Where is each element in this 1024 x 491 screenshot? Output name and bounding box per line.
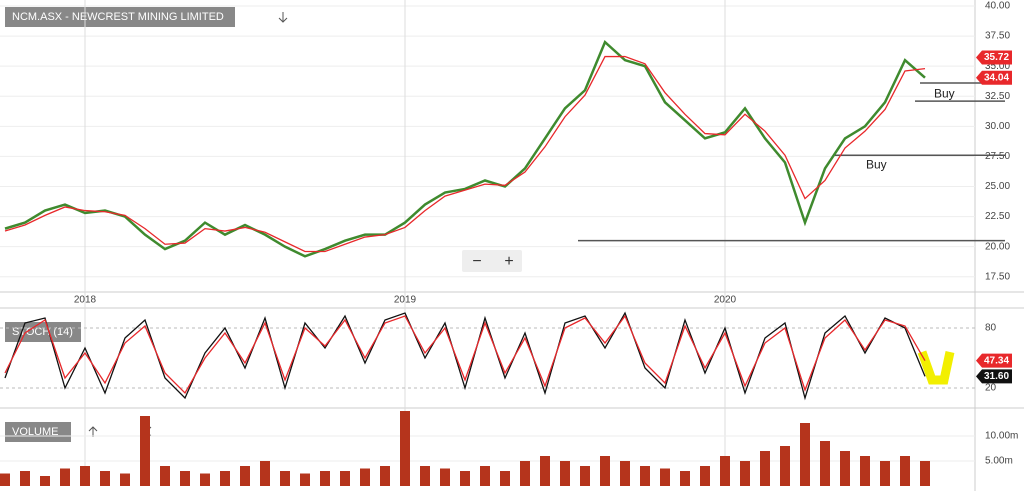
zoom-bar: [462, 250, 522, 272]
volume-bar: [880, 461, 890, 486]
volume-bar: [220, 471, 230, 486]
volume-bar: [460, 471, 470, 486]
volume-bar: [720, 456, 730, 486]
y-tick-label: 20.00: [985, 241, 1010, 252]
chart-title: NCM.ASX - NEWCREST MINING LIMITED: [12, 11, 224, 23]
series-line: [4, 40, 926, 258]
panel-title: STOCH (14): [12, 326, 73, 338]
volume-bar: [140, 416, 150, 486]
panel-headers: NCM.ASX - NEWCREST MINING LIMITED STOCH …: [5, 7, 522, 442]
volume-bar: [360, 468, 370, 486]
volume-bar: [380, 466, 390, 486]
volume-bar: [680, 471, 690, 486]
volume-bar: [300, 473, 310, 486]
move-up-icon[interactable]: [88, 426, 98, 437]
volume-bar: [520, 461, 530, 486]
volume-bar: [420, 466, 430, 486]
volume-bar: [600, 456, 610, 486]
volume-bar: [260, 461, 270, 486]
volume-bar: [500, 471, 510, 486]
volume-bar: [100, 471, 110, 486]
volume-bar: [60, 468, 70, 486]
y-tick-label: 80: [985, 323, 997, 334]
volume-bar: [440, 468, 450, 486]
series-line: [4, 314, 926, 395]
volume-bar: [160, 466, 170, 486]
x-tick-label: 2020: [714, 295, 737, 306]
y-tick-label: 37.50: [985, 31, 1010, 42]
volume-bar: [80, 466, 90, 486]
volume-bar: [560, 461, 570, 486]
price-tag-label: 34.04: [984, 72, 1009, 83]
x-tick-label: 2019: [394, 295, 417, 306]
price-tag-label: 47.34: [984, 355, 1009, 366]
price-tag: [976, 70, 1012, 85]
volume-bar: [700, 466, 710, 486]
volume-bar: [240, 466, 250, 486]
title-box: [5, 422, 71, 442]
zoom-in[interactable]: +: [504, 253, 513, 270]
volume-bar: [900, 456, 910, 486]
y-tick-label: 20: [985, 383, 997, 394]
zoom-out[interactable]: −: [472, 253, 481, 270]
volume-bar: [400, 411, 410, 486]
price-tag: [976, 369, 1012, 384]
y-tick-label: 22.50: [985, 211, 1010, 222]
volume-bar: [800, 423, 810, 486]
annotation: Buy: [866, 157, 887, 171]
volume-bar: [480, 466, 490, 486]
volume-bar: [860, 456, 870, 486]
y-tick-label: 10.00m: [985, 431, 1018, 442]
price-tag: [976, 353, 1012, 368]
volume-bar: [40, 476, 50, 486]
volume-bar: [660, 468, 670, 486]
panel-title: VOLUME: [12, 426, 58, 438]
volume-bar: [0, 473, 10, 486]
y-tick-label: 40.00: [985, 1, 1010, 12]
volume-bar: [120, 473, 130, 486]
volume-bar: [280, 471, 290, 486]
volume-bar: [640, 466, 650, 486]
y-tick-label: 35.00: [985, 61, 1010, 72]
volume-bar: [740, 461, 750, 486]
price-tag-label: 31.60: [984, 371, 1009, 382]
volume-bar: [780, 446, 790, 486]
y-tick-label: 25.00: [985, 181, 1010, 192]
volume-bar: [200, 473, 210, 486]
volume-bar: [580, 466, 590, 486]
volume-bar: [320, 471, 330, 486]
y-tick-label: 17.50: [985, 271, 1010, 282]
series-line: [4, 55, 926, 253]
price-tag: [976, 50, 1012, 65]
y-tick-label: 30.00: [985, 121, 1010, 132]
title-box: [5, 7, 235, 27]
volume-bar: [540, 456, 550, 486]
x-tick-label: 2018: [74, 295, 97, 306]
volume-bar: [20, 471, 30, 486]
volume-bar: [620, 461, 630, 486]
y-tick-label: 5.00m: [985, 456, 1013, 467]
y-tick-label: 27.50: [985, 151, 1010, 162]
annotation: Buy: [934, 86, 955, 100]
move-down-icon[interactable]: [278, 12, 288, 23]
volume-bar: [760, 451, 770, 486]
volume-bar: [340, 471, 350, 486]
volume-bar: [920, 461, 930, 486]
price-tag-label: 35.72: [984, 52, 1009, 63]
volume-bar: [840, 451, 850, 486]
volume-bar: [820, 441, 830, 486]
highlight: [917, 350, 955, 385]
y-tick-label: 32.50: [985, 91, 1010, 102]
volume-bar: [180, 471, 190, 486]
